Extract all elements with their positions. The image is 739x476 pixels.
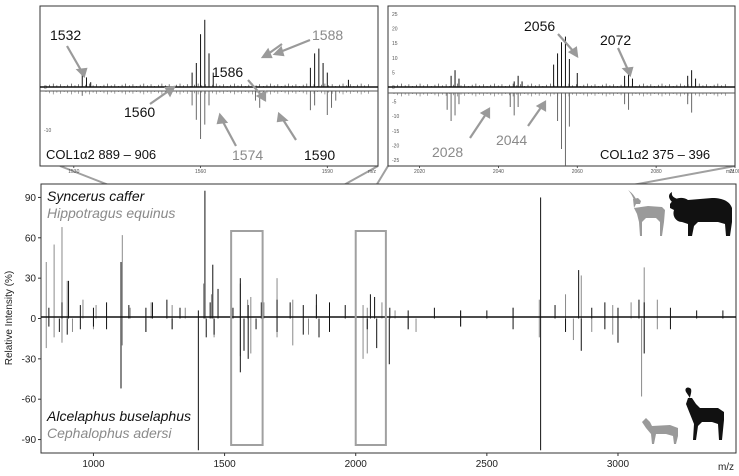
inset-y-tick-label: -5: [392, 100, 397, 106]
inset-x-tick-label: 2020: [414, 169, 425, 175]
inset-left-panel: 1530 1560 1590 0 -10 1532 1560 1586 1588 157…: [39, 5, 379, 175]
main-y-tick-label: -60: [22, 395, 37, 406]
legend-top-species-1: Syncerus caffer: [47, 188, 146, 204]
inset-y-tick-label: -10: [44, 128, 51, 134]
inset-y-tick-label: -10: [392, 114, 399, 120]
main-x-tick-label: 1000: [82, 459, 105, 470]
main-series-hippotragus-equinus: [45, 227, 658, 319]
inset-x-tick-label: 2080: [651, 169, 662, 175]
inset-right-label-2028: 2028: [432, 144, 463, 160]
main-y-tick-label: -30: [22, 354, 37, 365]
inset-y-tick-label: 15: [392, 41, 398, 47]
inset-right-label-2056: 2056: [524, 18, 555, 34]
main-y-axis: 90 60 30 0 -30 -60 -90: [22, 193, 41, 446]
inset-right-panel: 2020 2040 2060 2080 2100 25 20 15 10 5 0 -5 -10 -15 -2…: [387, 5, 739, 175]
inset-x-tick-label: 2100: [729, 169, 739, 175]
inset-series-top: [81, 19, 349, 87]
main-x-tick-label: 2500: [476, 459, 499, 470]
inset-right-title: COL1α2 375 – 396: [600, 147, 710, 162]
inset-left-label-1574: 1574: [232, 147, 263, 163]
inset-x-tick-label: 1530: [68, 169, 79, 175]
main-y-tick-label: 90: [25, 193, 37, 204]
main-spectrum-panel: 90 60 30 0 -30 -60 -90 1000 1500 2000 2500 3000 Re…: [4, 183, 737, 473]
antelope-silhouette-icon: [628, 190, 665, 236]
inset-y-tick-label: -20: [392, 143, 399, 149]
legend-bottom-species-2: Cephalophus adersi: [47, 425, 172, 441]
inset-left-title: COL1α2 889 – 906: [46, 147, 156, 162]
main-y-tick-label: 0: [30, 314, 36, 325]
inset-series-top: [450, 36, 697, 87]
inset-right-label-2072: 2072: [600, 32, 631, 48]
inset-left-label-1560: 1560: [124, 104, 155, 120]
inset-left-axes: 1530 1560 1590 0 -10: [44, 85, 333, 175]
inset-y-tick-label: -15: [392, 129, 399, 135]
zoom-box-1: [230, 230, 264, 446]
inset-y-tick-label: 20: [392, 27, 398, 33]
main-y-tick-label: 30: [25, 274, 37, 285]
main-x-tick-label: 1500: [213, 459, 236, 470]
inset-y-tick-label: 0: [392, 85, 395, 91]
inset-y-tick-label: 25: [392, 12, 398, 18]
main-y-axis-title: Relative Intensity (%): [4, 271, 15, 365]
inset-right-peaks: [393, 36, 726, 166]
inset-right-label-2044: 2044: [496, 132, 527, 148]
inset-left-label-1588: 1588: [312, 27, 343, 43]
legend-top-species-2: Hippotragus equinus: [47, 205, 175, 221]
legend-bottom-species-1: Alcelaphus buselaphus: [46, 408, 191, 424]
buffalo-silhouette-icon: [669, 192, 732, 236]
inset-left-label-1586: 1586: [212, 64, 243, 80]
inset-left-label-1590: 1590: [304, 147, 335, 163]
inset-x-tick-label: 1560: [195, 169, 206, 175]
inset-right-arrows: [469, 33, 634, 139]
inset-y-tick-label: 5: [392, 70, 395, 76]
inset-x-tick-label: 2040: [493, 169, 504, 175]
main-y-tick-label: -90: [22, 435, 37, 446]
inset-x-tick-label: 1590: [322, 169, 333, 175]
zoom-box-2: [354, 230, 387, 446]
inset-right-x-unit: m/z: [726, 169, 735, 175]
inset-x-tick-label: 2060: [572, 169, 583, 175]
main-x-tick-label: 2000: [345, 459, 368, 470]
main-x-axis: 1000 1500 2000 2500 3000: [82, 453, 630, 470]
duiker-silhouette-icon: [642, 418, 678, 444]
inset-right-axes: 2020 2040 2060 2080 2100 25 20 15 10 5 0 -5 -10 -15 -2…: [392, 12, 739, 175]
inset-y-tick-label: 10: [392, 56, 398, 62]
main-plot-frame: [40, 183, 737, 454]
inset-left-label-1532: 1532: [50, 27, 81, 43]
main-x-axis-title: m/z: [718, 462, 734, 473]
hartebeest-silhouette-icon: [685, 387, 724, 440]
main-y-tick-label: 60: [25, 233, 37, 244]
zoom-boxes: [230, 230, 387, 446]
inset-left-x-unit: m/z: [368, 169, 377, 175]
main-peaks: [45, 190, 724, 451]
main-x-tick-label: 3000: [607, 459, 630, 470]
inset-series-bottom: [446, 93, 693, 166]
inset-y-tick-label: -25: [392, 158, 399, 164]
inset-y-tick-label: 0: [44, 85, 47, 91]
inset-left-arrows: [66, 38, 311, 147]
